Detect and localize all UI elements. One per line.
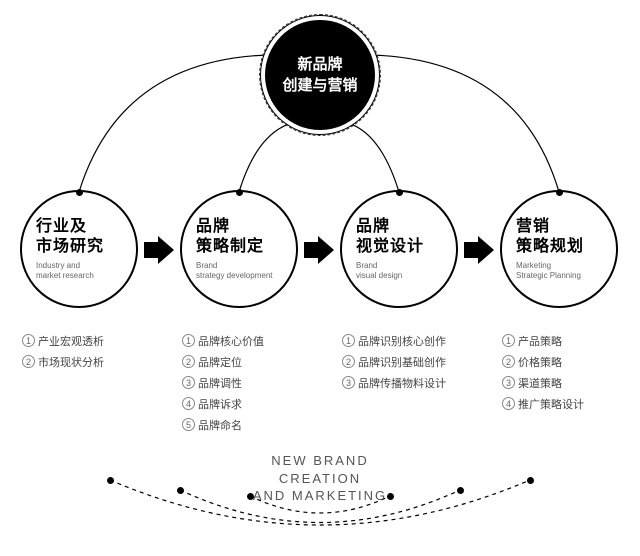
bullet-number-icon: 2 — [342, 355, 355, 368]
bullet-number-icon: 1 — [182, 334, 195, 347]
connector-dot-icon — [236, 189, 243, 196]
arrow-right-icon — [144, 236, 174, 264]
bullet-text: 品牌定位 — [198, 357, 242, 369]
bullet-item: 1品牌识别核心创作 — [342, 332, 482, 353]
bullet-text: 产业宏观透析 — [38, 336, 104, 348]
bullet-number-icon: 3 — [502, 376, 515, 389]
tagline: NEW BRAND CREATION AND MARKETING — [220, 452, 420, 505]
node-title-cn: 品牌策略制定 — [196, 217, 264, 257]
central-label-l1: 新品牌 — [282, 54, 357, 75]
bullet-text: 品牌识别核心创作 — [358, 336, 446, 348]
bullet-text: 品牌核心价值 — [198, 336, 264, 348]
top-connector-arc — [79, 55, 268, 192]
bullets-n1: 1产业宏观透析2市场现状分析 — [22, 332, 162, 374]
bullet-text: 品牌诉求 — [198, 399, 242, 411]
process-node-n4: 营销策略规划 MarketingStrategic Planning — [500, 190, 618, 308]
tagline-l1: NEW BRAND — [220, 452, 420, 470]
bullet-text: 品牌命名 — [198, 420, 242, 432]
bullet-item: 2价格策略 — [502, 353, 640, 374]
tagline-l2: CREATION — [220, 470, 420, 488]
bullet-item: 4推广策略设计 — [502, 395, 640, 416]
node-title-en: Brandstrategy development — [196, 261, 273, 280]
bullet-item: 2市场现状分析 — [22, 353, 162, 374]
bullet-number-icon: 5 — [182, 418, 195, 431]
node-title-en: Brandvisual design — [356, 261, 402, 280]
bullet-item: 5品牌命名 — [182, 416, 322, 437]
bullet-item: 2品牌定位 — [182, 353, 322, 374]
bullet-text: 品牌识别基础创作 — [358, 357, 446, 369]
process-node-n1: 行业及市场研究 Industry andmarket research — [20, 190, 138, 308]
bullet-item: 3品牌调性 — [182, 374, 322, 395]
node-title-cn: 品牌视觉设计 — [356, 217, 424, 257]
bullet-number-icon: 3 — [182, 376, 195, 389]
bullet-number-icon: 4 — [182, 397, 195, 410]
arrow-right-icon — [304, 236, 334, 264]
central-label-l2: 创建与营销 — [282, 75, 357, 96]
bullet-item: 1产业宏观透析 — [22, 332, 162, 353]
connector-dot-icon — [556, 189, 563, 196]
bullet-item: 1产品策略 — [502, 332, 640, 353]
connector-dot-icon — [527, 477, 534, 484]
top-connector-arc — [344, 122, 399, 192]
bullet-number-icon: 4 — [502, 397, 515, 410]
central-node: 新品牌 创建与营销 — [265, 20, 375, 130]
process-node-n2: 品牌策略制定 Brandstrategy development — [180, 190, 298, 308]
bullet-item: 3渠道策略 — [502, 374, 640, 395]
bullet-text: 品牌调性 — [198, 378, 242, 390]
bullet-number-icon: 2 — [502, 355, 515, 368]
bullet-text: 品牌传播物料设计 — [358, 378, 446, 390]
node-title-cn: 行业及市场研究 — [36, 217, 104, 257]
top-connector-arc — [372, 55, 559, 192]
bullet-text: 渠道策略 — [518, 378, 562, 390]
connector-dot-icon — [457, 487, 464, 494]
bullet-item: 2品牌识别基础创作 — [342, 353, 482, 374]
connector-dot-icon — [396, 189, 403, 196]
bullet-number-icon: 2 — [182, 355, 195, 368]
bullet-number-icon: 2 — [22, 355, 35, 368]
bullet-text: 产品策略 — [518, 336, 562, 348]
node-title-en: Industry andmarket research — [36, 261, 94, 280]
bullet-text: 价格策略 — [518, 357, 562, 369]
bullet-number-icon: 3 — [342, 376, 355, 389]
connector-dot-icon — [107, 477, 114, 484]
arrow-right-icon — [464, 236, 494, 264]
node-title-en: MarketingStrategic Planning — [516, 261, 581, 280]
bullet-number-icon: 1 — [342, 334, 355, 347]
top-connector-arc — [239, 122, 296, 192]
node-title-cn: 营销策略规划 — [516, 217, 584, 257]
connector-dot-icon — [177, 487, 184, 494]
bullet-number-icon: 1 — [502, 334, 515, 347]
connector-dot-icon — [76, 189, 83, 196]
bullets-n3: 1品牌识别核心创作2品牌识别基础创作3品牌传播物料设计 — [342, 332, 482, 395]
bullet-item: 1品牌核心价值 — [182, 332, 322, 353]
bullet-text: 市场现状分析 — [38, 357, 104, 369]
bullet-text: 推广策略设计 — [518, 399, 584, 411]
bullet-item: 4品牌诉求 — [182, 395, 322, 416]
bullet-item: 3品牌传播物料设计 — [342, 374, 482, 395]
bullets-n4: 1产品策略2价格策略3渠道策略4推广策略设计 — [502, 332, 640, 416]
bullets-n2: 1品牌核心价值2品牌定位3品牌调性4品牌诉求5品牌命名 — [182, 332, 322, 436]
tagline-l3: AND MARKETING — [220, 487, 420, 505]
process-node-n3: 品牌视觉设计 Brandvisual design — [340, 190, 458, 308]
bullet-number-icon: 1 — [22, 334, 35, 347]
